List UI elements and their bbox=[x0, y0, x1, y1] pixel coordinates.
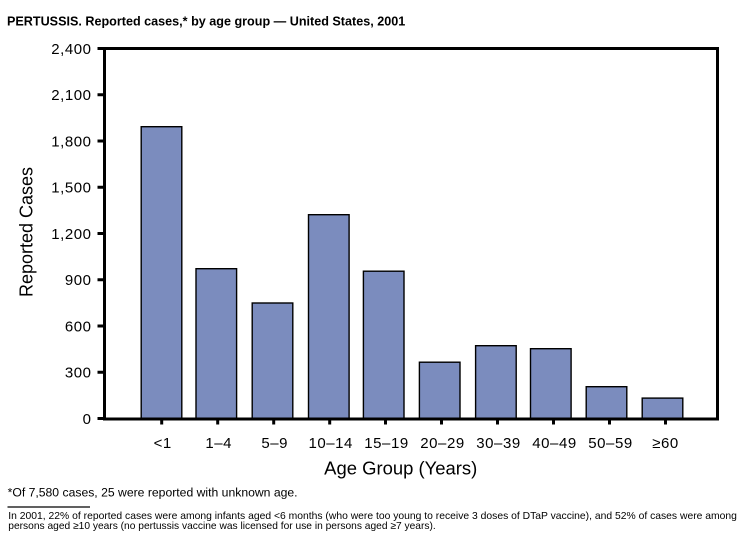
svg-text:1,200: 1,200 bbox=[51, 226, 91, 243]
svg-text:15–19: 15–19 bbox=[364, 435, 408, 452]
svg-text:1,500: 1,500 bbox=[51, 180, 91, 197]
svg-text:900: 900 bbox=[65, 272, 92, 289]
svg-text:20–29: 20–29 bbox=[420, 435, 464, 452]
svg-text:10–14: 10–14 bbox=[308, 435, 352, 452]
svg-text:30–39: 30–39 bbox=[476, 435, 520, 452]
svg-text:PERTUSSIS. Reported cases,* by: PERTUSSIS. Reported cases,* by age group… bbox=[7, 15, 405, 29]
svg-text:300: 300 bbox=[65, 365, 92, 382]
svg-text:*Of 7,580 cases, 25 were repor: *Of 7,580 cases, 25 were reported with u… bbox=[8, 485, 298, 499]
svg-text:2,100: 2,100 bbox=[51, 87, 91, 104]
svg-text:600: 600 bbox=[65, 318, 92, 335]
svg-text:50–59: 50–59 bbox=[588, 435, 632, 452]
svg-text:1–4: 1–4 bbox=[205, 435, 232, 452]
svg-text:Reported Cases: Reported Cases bbox=[16, 167, 36, 297]
svg-text:0: 0 bbox=[83, 411, 92, 428]
svg-text:persons aged ≥10 years (no per: persons aged ≥10 years (no pertussis vac… bbox=[8, 521, 435, 532]
svg-text:40–49: 40–49 bbox=[532, 435, 576, 452]
svg-text:5–9: 5–9 bbox=[261, 435, 288, 452]
svg-text:<1: <1 bbox=[154, 435, 172, 452]
svg-text:1,800: 1,800 bbox=[51, 133, 91, 150]
svg-text:In 2001, 22% of reported cases: In 2001, 22% of reported cases were amon… bbox=[8, 511, 737, 522]
svg-text:2,400: 2,400 bbox=[51, 41, 91, 58]
svg-text:≥60: ≥60 bbox=[652, 435, 679, 452]
svg-text:Age Group (Years): Age Group (Years) bbox=[324, 458, 477, 478]
